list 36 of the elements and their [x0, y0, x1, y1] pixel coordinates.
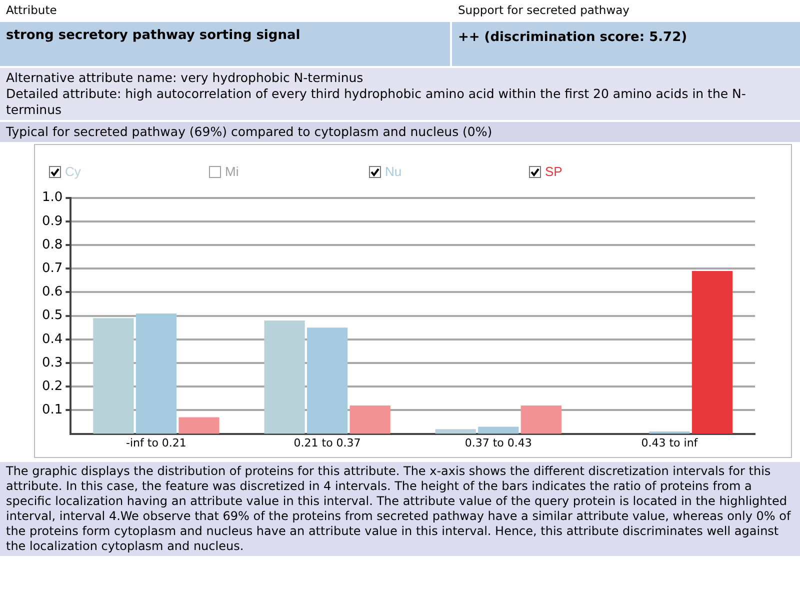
y-tick-label: 0.6: [42, 284, 63, 300]
text: Nu: [385, 164, 402, 180]
y-tick-label: 0.5: [42, 308, 63, 324]
legend-label: Mi: [225, 164, 239, 180]
bar: [478, 426, 519, 434]
bar: [435, 429, 476, 434]
x-tick-label: -inf to 0.21: [126, 436, 186, 450]
text: Cy: [65, 164, 81, 180]
text: Detailed attribute: high autocorrelation of every third hydrophobic amino acid within the first 20 amino acids in the N-terminus: [6, 86, 747, 118]
text: The graphic displays the distribution of proteins for this attribute. The x-axis shows the different discretization intervals for this attribute. In this case, the feature was discretized in 4 intervals. The height of the bars indicates the ratio of proteins from a specific localization having an attribute value in this interval. The attribute value of the query protein is located in the highlighted interval, interval 4.We observe that 69% of the proteins from secreted pathway have a similar attribute value, whereas only 0% of the proteins form cytoplasm and nucleus have an attribute value in this interval. Hence, this attribute discriminates well against the localization cytoplasm and nucleus.: [0, 462, 800, 556]
y-tick-label: 0.1: [42, 402, 63, 418]
x-tick-label: 0.43 to inf: [641, 436, 699, 450]
text: Typical for secreted pathway (69%) compared to cytoplasm and nucleus (0%): [0, 122, 800, 142]
x-tick-label: 0.21 to 0.37: [294, 436, 361, 450]
bar: [692, 270, 733, 434]
text: strong secretory pathway sorting signal: [0, 22, 450, 66]
y-tick-label: 0.4: [42, 332, 63, 347]
bar: [264, 320, 305, 434]
y-tick-label: 0.2: [42, 378, 63, 394]
bar: [178, 417, 220, 434]
bar: [520, 405, 562, 434]
text: SP: [545, 164, 562, 180]
x-tick-label: 0.37 to 0.43: [464, 436, 532, 450]
y-tick-label: 1.0: [42, 190, 63, 206]
bar: [93, 318, 134, 434]
y-tick-label: 0.8: [42, 237, 63, 252]
bar: [306, 328, 348, 434]
text: Support for secreted pathway: [452, 0, 800, 20]
text: Attribute: [0, 0, 450, 20]
y-tick-label: 0.9: [42, 214, 63, 229]
bar: [136, 313, 177, 434]
text: ++ (discrimination score: 5.72): [452, 22, 800, 66]
y-tick-label: 0.3: [42, 355, 63, 370]
text: Alternative attribute name: very hydrophobic N-terminus: [6, 70, 364, 86]
y-tick-label: 0.7: [42, 260, 63, 276]
bar: [350, 405, 390, 434]
